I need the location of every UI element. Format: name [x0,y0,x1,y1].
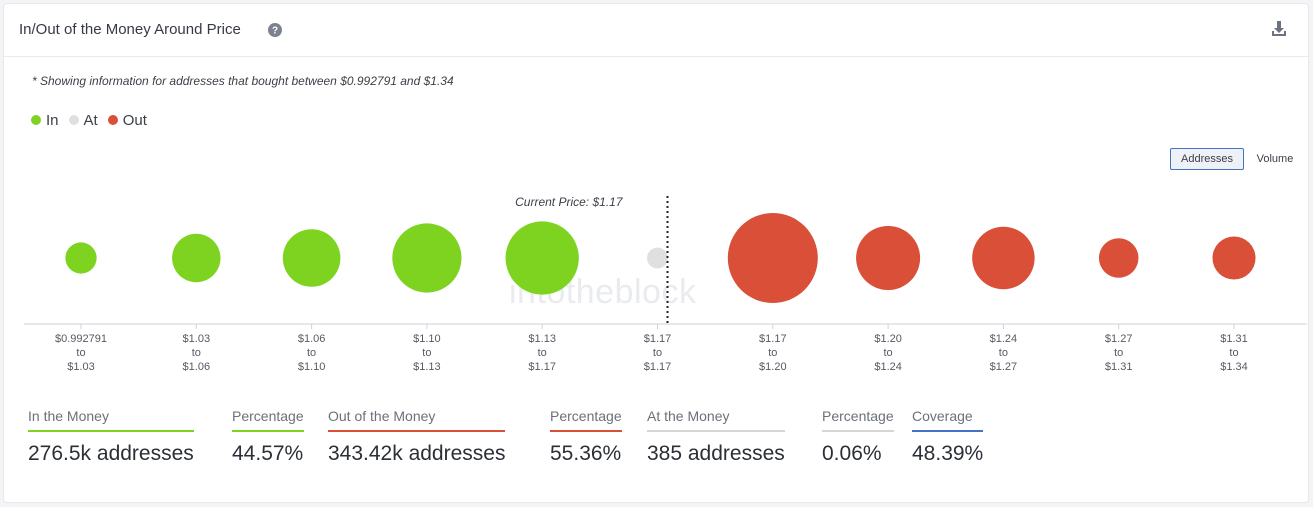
x-tick-label: to [653,347,662,359]
x-tick-label: to [538,347,547,359]
x-tick-label: $1.03 [183,333,211,345]
legend-dot-in [31,115,41,125]
stat-value: 276.5k addresses [28,442,194,465]
stat-label: In the Money [28,408,194,432]
legend-label-in: In [46,111,59,129]
info-note: * Showing information for addresses that… [32,74,454,88]
x-tick-label: to [884,347,893,359]
bubble-in[interactable] [282,229,341,287]
in-out-money-card: In/Out of the Money Around Price ? * Sho… [3,3,1309,503]
stat-value: 44.57% [232,442,304,465]
x-tick-label: $1.17 [644,361,672,373]
stat-value: 343.42k addresses [328,442,506,465]
x-tick-label: to [1114,347,1123,359]
card-title: In/Out of the Money Around Price [19,21,241,38]
stat-value: 385 addresses [647,442,785,465]
stat-label: At the Money [647,408,785,432]
x-tick-label: to [999,347,1008,359]
legend-item-at[interactable]: At [68,111,98,129]
stat-coverage: Coverage 48.39% [912,408,984,466]
stat-label: Percentage [550,408,622,432]
x-tick-label: to [1229,347,1238,359]
stat-in-the-money: In the Money 276.5k addresses [28,408,194,466]
x-tick-label: $1.34 [1220,361,1248,373]
x-tick-label: to [192,347,201,359]
addresses-toggle-button[interactable]: Addresses [1170,148,1244,170]
x-tick-label: $1.06 [298,333,326,345]
stat-in-percentage: Percentage 44.57% [232,408,304,466]
stat-label: Percentage [822,408,894,432]
bubble-in[interactable] [65,242,97,274]
x-tick-label: $1.17 [759,333,787,345]
x-tick-label: $1.13 [413,361,441,373]
stat-label: Coverage [912,408,984,432]
question-circle-icon[interactable]: ? [268,23,282,37]
legend-dot-out [107,115,118,125]
x-tick-label: $1.24 [990,333,1018,345]
legend-label-at: At [83,111,98,129]
bubble-chart: $0.992791 to $1.03 $1.03 to $1.06 $1.06 to $1.10… [24,195,1307,373]
stat-out-percentage: Percentage 55.36% [550,408,622,466]
x-tick-label: $1.17 [644,333,672,345]
x-tick-label: $1.24 [874,361,902,373]
legend-item-in[interactable]: In [31,112,59,129]
bubble-in[interactable] [172,233,221,283]
x-tick-label: $0.992791 [55,333,107,345]
volume-toggle-button[interactable]: Volume [1256,153,1294,165]
x-tick-label: $1.20 [759,361,787,373]
x-tick-label: to [76,347,85,359]
x-tick-label: $1.03 [67,361,95,373]
bubble-out[interactable] [1098,238,1139,278]
bubble-in[interactable] [392,223,462,293]
x-tick-label: to [307,347,316,359]
stat-value: 48.39% [912,442,984,465]
download-icon[interactable] [1269,19,1289,39]
x-tick-label: $1.13 [528,333,556,345]
x-tick-label: to [768,347,777,359]
x-tick-label: $1.10 [413,333,441,345]
bubble-at[interactable] [647,247,668,269]
bubble-out[interactable] [1212,236,1256,280]
chart-legend: In At Out [31,110,157,130]
stats-row: In the Money 276.5k addresses Percentage… [4,408,1308,488]
bubble-out[interactable] [727,213,818,303]
x-tick-label: $1.31 [1105,361,1133,373]
legend-dot-at [68,115,79,125]
current-price-label: Current Price: $1.17 [515,195,624,209]
stat-at-percentage: Percentage 0.06% [822,408,894,466]
bubble-in[interactable] [505,221,579,295]
stat-at-the-money: At the Money 385 addresses [647,408,785,466]
bubble-out[interactable] [972,226,1035,290]
x-tick-label: $1.27 [1105,333,1133,345]
stat-value: 55.36% [550,442,622,465]
x-tick-label: $1.20 [874,333,902,345]
stat-value: 0.06% [822,442,882,465]
x-tick-label: $1.27 [990,361,1018,373]
stat-out-of-the-money: Out of the Money 343.42k addresses [328,408,506,466]
stat-label: Out of the Money [328,408,506,432]
stat-label: Percentage [232,408,304,432]
x-tick-label: $1.17 [528,361,556,373]
legend-label-out: Out [122,111,147,129]
svg-text:?: ? [272,26,278,37]
x-tick-label: $1.31 [1220,333,1248,345]
card-header: In/Out of the Money Around Price ? [4,4,1308,57]
x-tick-label: to [422,347,431,359]
bubble-out[interactable] [856,225,921,291]
x-tick-label: $1.06 [183,361,211,373]
x-tick-label: $1.10 [298,361,326,373]
legend-item-out[interactable]: Out [107,111,147,129]
